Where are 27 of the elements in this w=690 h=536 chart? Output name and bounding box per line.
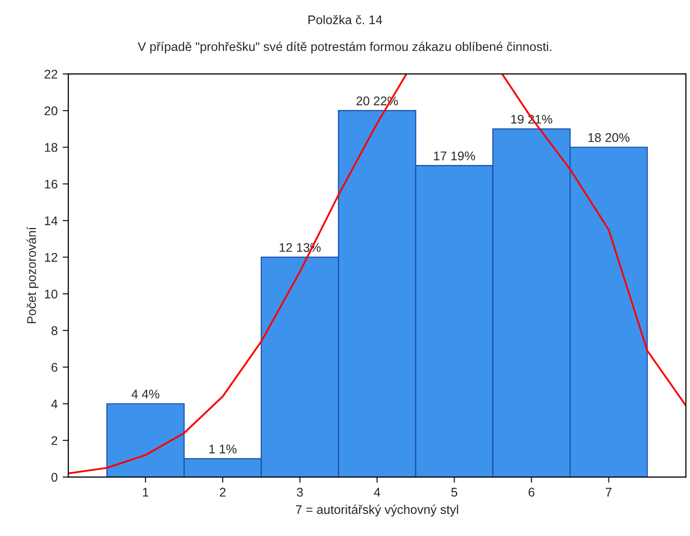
y-tick-label: 2 [52,436,58,445]
x-tick-label: 5 [451,488,458,497]
y-tick-label: 6 [52,362,58,372]
y-tick-label: 14 [44,216,58,226]
x-tick-label: 4 [374,488,380,497]
x-axis-title: 7 = autoritářský výchovný styl [296,504,458,516]
y-axis-title: Počet pozorování [26,226,38,324]
chart-subtitle: V případě "prohřešku" své dítě potrestám formou zákazu oblíbené činnosti. [138,42,552,54]
x-tick-label: 3 [296,488,303,497]
x-tick-label: 2 [220,488,226,497]
y-tick-label: 12 [44,252,58,262]
y-tick-label: 20 [44,106,58,116]
y-tick-label: 16 [44,180,58,189]
y-tick-label: 0 [51,472,58,482]
data-label: 4 4% [132,390,160,398]
data-label: 17 19% [434,151,476,160]
y-tick-label: 10 [44,290,58,298]
data-label: 18 20% [588,133,630,142]
x-tick-label: 1 [142,488,148,497]
y-tick-label: 8 [51,326,58,336]
y-tick-label: 4 [51,400,58,408]
y-tick-label: 22 [44,70,58,78]
y-tick-label: 18 [44,143,58,152]
x-tick-label: 7 [606,488,612,497]
chart-title: Položka č. 14 [308,15,382,24]
data-label: 1 1% [209,444,236,454]
x-tick-label: 6 [528,488,534,497]
